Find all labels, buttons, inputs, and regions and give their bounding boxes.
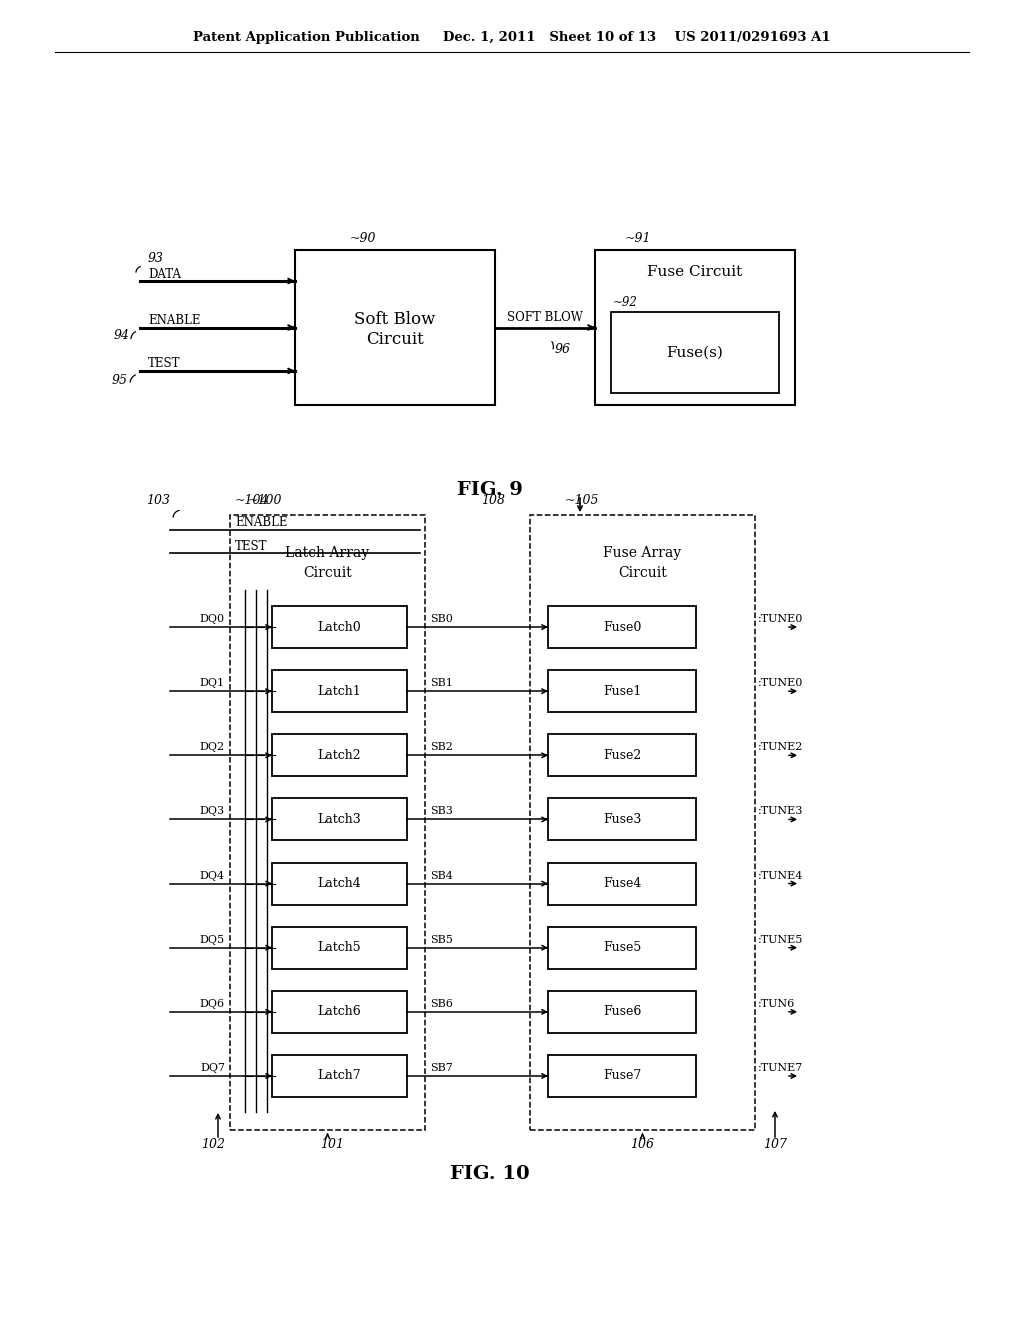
Text: DQ1: DQ1 bbox=[200, 678, 225, 688]
Bar bbox=[230, 515, 425, 1130]
Bar bbox=[548, 799, 696, 841]
Text: Soft Blow: Soft Blow bbox=[354, 312, 435, 327]
Text: DQ5: DQ5 bbox=[200, 935, 225, 945]
Text: Latch2: Latch2 bbox=[317, 748, 361, 762]
Text: ~92: ~92 bbox=[613, 296, 638, 309]
Text: ~105: ~105 bbox=[565, 495, 599, 507]
Text: Latch1: Latch1 bbox=[317, 685, 361, 698]
Text: ~100: ~100 bbox=[248, 495, 283, 507]
Bar bbox=[548, 606, 696, 648]
Bar bbox=[548, 734, 696, 776]
Bar bbox=[595, 249, 795, 405]
Text: 96: 96 bbox=[555, 343, 571, 356]
Text: ENABLE: ENABLE bbox=[148, 314, 201, 327]
Text: FIG. 9: FIG. 9 bbox=[457, 480, 523, 499]
Text: TEST: TEST bbox=[234, 540, 267, 553]
Text: Fuse1: Fuse1 bbox=[603, 685, 641, 698]
Text: 102: 102 bbox=[201, 1138, 225, 1151]
Text: Fuse7: Fuse7 bbox=[603, 1069, 641, 1082]
Text: SB4: SB4 bbox=[430, 871, 453, 880]
Text: ~90: ~90 bbox=[350, 231, 377, 244]
Text: Latch7: Latch7 bbox=[317, 1069, 361, 1082]
Text: 106: 106 bbox=[631, 1138, 654, 1151]
Text: Latch5: Latch5 bbox=[317, 941, 361, 954]
Text: ENABLE: ENABLE bbox=[234, 516, 288, 529]
Text: FIG. 10: FIG. 10 bbox=[451, 1166, 529, 1183]
Text: Circuit: Circuit bbox=[618, 566, 667, 579]
Text: TEST: TEST bbox=[148, 358, 180, 371]
Bar bbox=[272, 799, 407, 841]
Text: ~104: ~104 bbox=[234, 495, 269, 507]
Text: Patent Application Publication     Dec. 1, 2011   Sheet 10 of 13    US 2011/0291: Patent Application Publication Dec. 1, 2… bbox=[194, 30, 830, 44]
Text: DQ2: DQ2 bbox=[200, 742, 225, 752]
Text: :TUNE7: :TUNE7 bbox=[758, 1063, 803, 1073]
Text: 93: 93 bbox=[148, 252, 164, 265]
Text: Fuse(s): Fuse(s) bbox=[667, 346, 723, 360]
Text: :TUN6: :TUN6 bbox=[758, 999, 796, 1008]
Text: 107: 107 bbox=[763, 1138, 787, 1151]
Text: Latch4: Latch4 bbox=[317, 876, 361, 890]
Text: :TUNE0: :TUNE0 bbox=[758, 678, 804, 688]
Bar bbox=[530, 515, 755, 1130]
Bar bbox=[295, 249, 495, 405]
Text: 101: 101 bbox=[321, 1138, 344, 1151]
Bar bbox=[272, 606, 407, 648]
Text: :TUNE5: :TUNE5 bbox=[758, 935, 804, 945]
Text: Latch Array: Latch Array bbox=[286, 546, 370, 560]
Text: Fuse Array: Fuse Array bbox=[603, 546, 682, 560]
Text: Fuse0: Fuse0 bbox=[603, 620, 641, 634]
Text: Circuit: Circuit bbox=[367, 331, 424, 348]
Text: ~91: ~91 bbox=[625, 231, 651, 244]
Bar bbox=[548, 671, 696, 713]
Text: Latch6: Latch6 bbox=[317, 1006, 361, 1018]
Text: Circuit: Circuit bbox=[303, 566, 352, 579]
Bar bbox=[272, 734, 407, 776]
Text: DQ6: DQ6 bbox=[200, 999, 225, 1008]
Text: SB3: SB3 bbox=[430, 807, 453, 817]
Text: 95: 95 bbox=[112, 375, 128, 387]
Text: Fuse6: Fuse6 bbox=[603, 1006, 641, 1018]
Bar bbox=[272, 862, 407, 904]
Text: :TUNE0: :TUNE0 bbox=[758, 614, 804, 624]
Text: DQ0: DQ0 bbox=[200, 614, 225, 624]
Text: SB6: SB6 bbox=[430, 999, 453, 1008]
Text: Fuse5: Fuse5 bbox=[603, 941, 641, 954]
Text: 94: 94 bbox=[114, 329, 130, 342]
Text: DQ3: DQ3 bbox=[200, 807, 225, 817]
Bar bbox=[548, 991, 696, 1032]
Bar bbox=[611, 313, 779, 393]
Bar bbox=[272, 671, 407, 713]
Bar bbox=[272, 927, 407, 969]
Bar bbox=[272, 1055, 407, 1097]
Text: :TUNE4: :TUNE4 bbox=[758, 871, 804, 880]
Bar bbox=[548, 1055, 696, 1097]
Text: Fuse2: Fuse2 bbox=[603, 748, 641, 762]
Text: SB5: SB5 bbox=[430, 935, 453, 945]
Text: :TUNE3: :TUNE3 bbox=[758, 807, 804, 817]
Text: SB7: SB7 bbox=[430, 1063, 453, 1073]
Text: 103: 103 bbox=[146, 495, 170, 507]
Text: Fuse3: Fuse3 bbox=[603, 813, 641, 826]
Text: Latch0: Latch0 bbox=[317, 620, 361, 634]
Text: SB2: SB2 bbox=[430, 742, 453, 752]
Text: :TUNE2: :TUNE2 bbox=[758, 742, 804, 752]
Text: Latch3: Latch3 bbox=[317, 813, 361, 826]
Text: SOFT BLOW: SOFT BLOW bbox=[507, 312, 583, 323]
Text: DQ7: DQ7 bbox=[200, 1063, 225, 1073]
Text: Fuse4: Fuse4 bbox=[603, 876, 641, 890]
Text: DQ4: DQ4 bbox=[200, 871, 225, 880]
Text: SB1: SB1 bbox=[430, 678, 453, 688]
Text: 108: 108 bbox=[481, 495, 505, 507]
Bar bbox=[272, 991, 407, 1032]
Bar bbox=[548, 927, 696, 969]
Text: SB0: SB0 bbox=[430, 614, 453, 624]
Text: Fuse Circuit: Fuse Circuit bbox=[647, 265, 742, 279]
Bar bbox=[548, 862, 696, 904]
Text: DATA: DATA bbox=[148, 268, 181, 281]
